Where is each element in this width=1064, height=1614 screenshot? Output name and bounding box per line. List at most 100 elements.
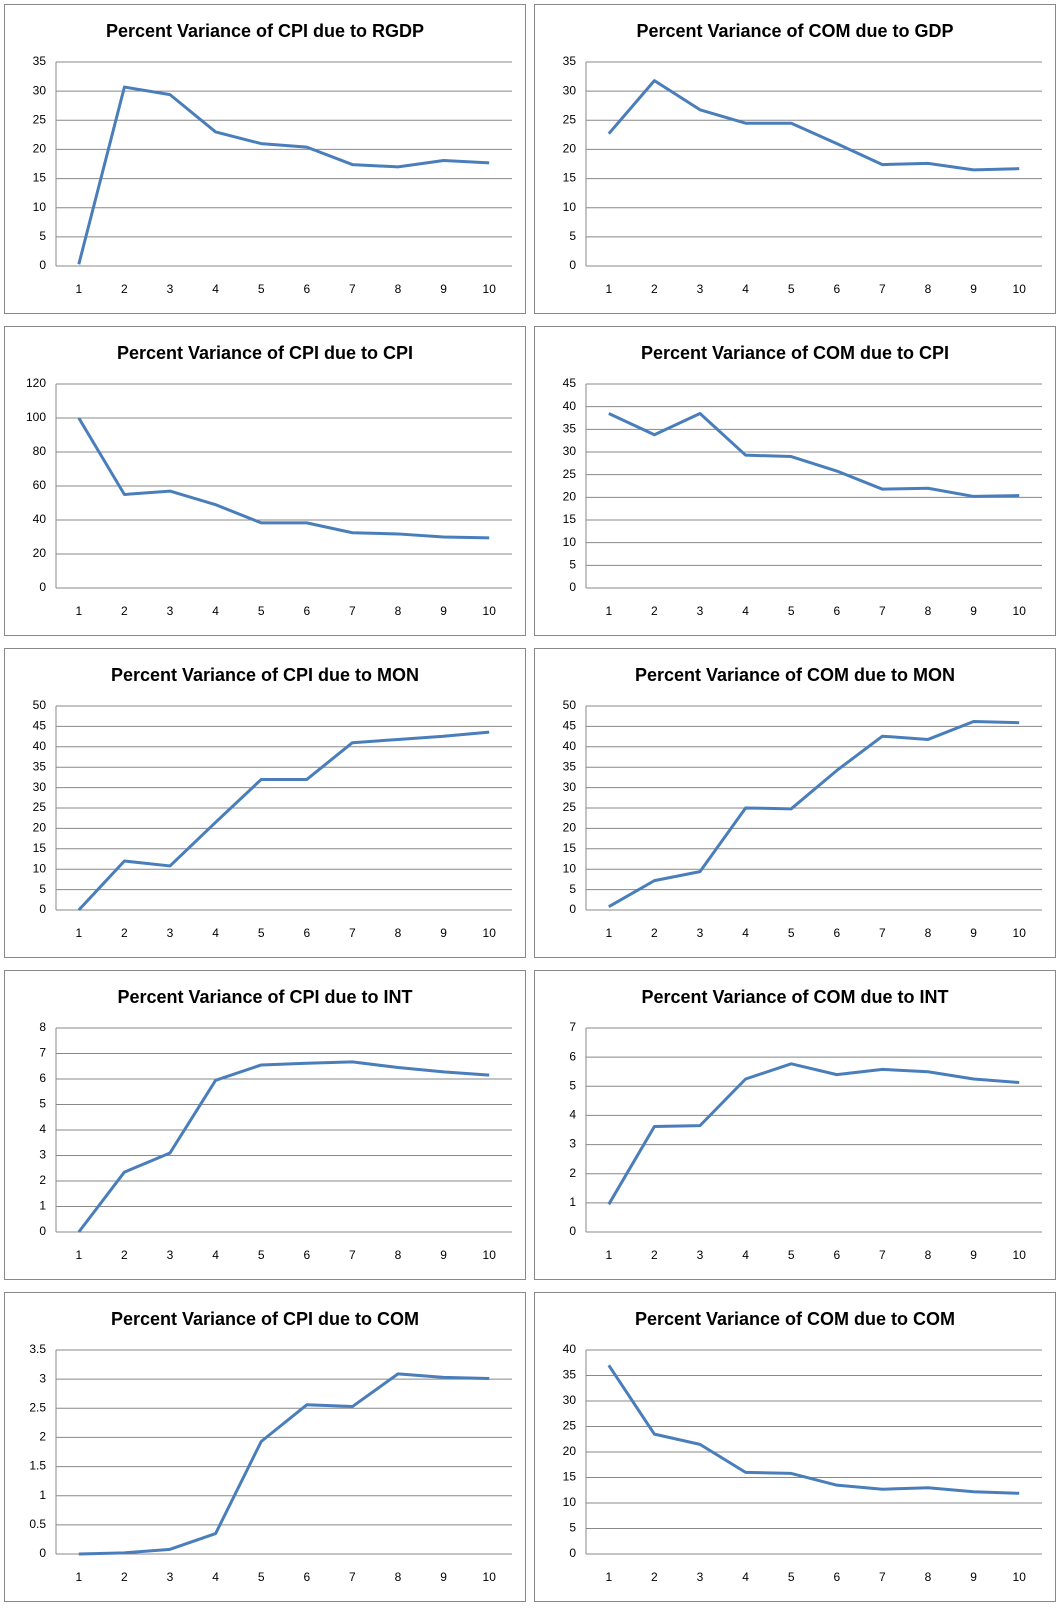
x-tick-label: 3 <box>697 1248 704 1262</box>
chart: Percent Variance of CPI due to CPI 0 20 40 6… <box>4 326 526 636</box>
y-tick-label: 15 <box>33 171 47 185</box>
y-tick-label: 25 <box>33 112 47 126</box>
y-tick-label: 30 <box>563 83 577 97</box>
x-tick-label: 5 <box>788 282 795 296</box>
x-tick-label: 4 <box>742 926 749 940</box>
x-tick-label: 1 <box>605 1248 612 1262</box>
y-tick-label: 1.5 <box>29 1459 46 1473</box>
chart-title: Percent Variance of COM due to MON <box>635 665 955 685</box>
y-tick-label: 0 <box>569 580 576 594</box>
y-tick-label: 35 <box>563 759 577 773</box>
y-tick-label: 25 <box>563 800 577 814</box>
x-tick-label: 1 <box>605 282 612 296</box>
chart-title: Percent Variance of COM due to GDP <box>636 21 953 41</box>
x-tick-label: 7 <box>879 1570 886 1584</box>
y-tick-label: 0 <box>39 1546 46 1560</box>
y-tick-label: 6 <box>39 1071 46 1085</box>
x-tick-label: 7 <box>879 604 886 618</box>
y-tick-label: 30 <box>33 780 47 794</box>
y-tick-label: 25 <box>563 1419 577 1433</box>
y-tick-label: 5 <box>569 1521 576 1535</box>
x-tick-label: 2 <box>651 1248 658 1262</box>
data-line <box>607 1364 1020 1495</box>
y-tick-label: 0 <box>39 258 46 272</box>
y-tick-label: 50 <box>33 698 47 712</box>
data-line <box>608 411 1020 498</box>
y-tick-label: 8 <box>39 1020 46 1034</box>
x-tick-label: 2 <box>651 1570 658 1584</box>
y-tick-label: 2.5 <box>29 1400 46 1414</box>
y-tick-label: 5 <box>569 558 576 572</box>
x-tick-label: 2 <box>121 926 128 940</box>
y-tick-label: 20 <box>563 821 577 835</box>
y-tick-label: 5 <box>569 229 576 243</box>
chart: Percent Variance of COM due to CPI051015… <box>534 326 1056 636</box>
y-tick-label: 50 <box>563 698 577 712</box>
y-tick-label: 25 <box>563 467 577 481</box>
y-tick-label: 15 <box>563 1470 577 1484</box>
x-tick-label: 8 <box>395 1248 402 1262</box>
chart-title: Percent Variance of CPI due to CPI <box>117 343 413 363</box>
chart-border <box>4 4 526 314</box>
y-tick-label: 35 <box>563 54 577 68</box>
x-tick-label: 5 <box>258 1248 265 1262</box>
x-tick-label: 9 <box>970 282 977 296</box>
x-tick-label: 10 <box>1013 926 1027 940</box>
x-tick-label: 9 <box>970 926 977 940</box>
x-tick-label: 4 <box>742 604 749 618</box>
x-tick-label: 3 <box>697 1570 704 1584</box>
y-tick-label: 5 <box>569 1078 576 1092</box>
chart-border <box>534 970 1056 1280</box>
y-tick-label: 4 <box>569 1108 576 1122</box>
chart-title: Percent Variance of CPI due to INT <box>117 987 412 1007</box>
y-tick-label: 20 <box>563 142 577 156</box>
x-tick-label: 10 <box>1013 1570 1027 1584</box>
x-tick-label: 6 <box>303 926 310 940</box>
y-tick-label: 1 <box>569 1195 576 1209</box>
x-tick-label: 7 <box>349 604 356 618</box>
y-tick-label: 5 <box>39 1097 46 1111</box>
chart-border <box>4 326 526 636</box>
x-tick-label: 5 <box>788 1248 795 1262</box>
x-tick-label: 8 <box>925 282 932 296</box>
x-tick-label: 7 <box>349 1248 356 1262</box>
data-line <box>77 417 490 540</box>
y-tick-label: 30 <box>563 780 577 794</box>
x-tick-label: 6 <box>303 604 310 618</box>
chart-title: Percent Variance of CPI due to MON <box>111 665 419 685</box>
y-tick-label: 3 <box>39 1371 46 1385</box>
x-tick-label: 8 <box>395 1570 402 1584</box>
x-tick-label: 8 <box>925 1570 932 1584</box>
y-tick-label: 30 <box>563 1393 577 1407</box>
chart: Percent Variance of CPI due to COM 0 0.5 1 1… <box>4 1292 526 1602</box>
y-tick-label: 1 <box>39 1488 46 1502</box>
x-tick-label: 1 <box>75 1248 82 1262</box>
y-tick-label: 5 <box>569 882 576 896</box>
x-tick-label: 5 <box>788 1570 795 1584</box>
x-tick-label: 1 <box>75 926 82 940</box>
x-tick-label: 6 <box>833 1248 840 1262</box>
y-tick-label: 80 <box>33 444 47 458</box>
chart-border <box>534 1292 1056 1602</box>
y-tick-label: 120 <box>26 376 46 390</box>
y-tick-label: 30 <box>33 83 47 97</box>
x-tick-label: 5 <box>258 282 265 296</box>
data-line <box>77 85 490 265</box>
x-tick-label: 1 <box>605 926 612 940</box>
x-tick-label: 8 <box>925 926 932 940</box>
y-tick-label: 0 <box>569 1224 576 1238</box>
x-tick-label: 5 <box>258 604 265 618</box>
x-tick-label: 1 <box>605 604 612 618</box>
y-tick-label: 35 <box>563 1368 577 1382</box>
x-tick-label: 4 <box>212 1248 219 1262</box>
x-tick-label: 4 <box>742 1570 749 1584</box>
chart: Percent Variance of COM due to INT 0 1 2 3 4 5… <box>534 970 1056 1280</box>
x-tick-label: 1 <box>75 282 82 296</box>
x-tick-label: 7 <box>349 1570 356 1584</box>
y-tick-label: 20 <box>563 1444 577 1458</box>
y-tick-label: 35 <box>33 759 47 773</box>
x-tick-label: 9 <box>440 282 447 296</box>
x-tick-label: 10 <box>483 282 497 296</box>
x-tick-label: 1 <box>605 1570 612 1584</box>
x-tick-label: 7 <box>879 926 886 940</box>
